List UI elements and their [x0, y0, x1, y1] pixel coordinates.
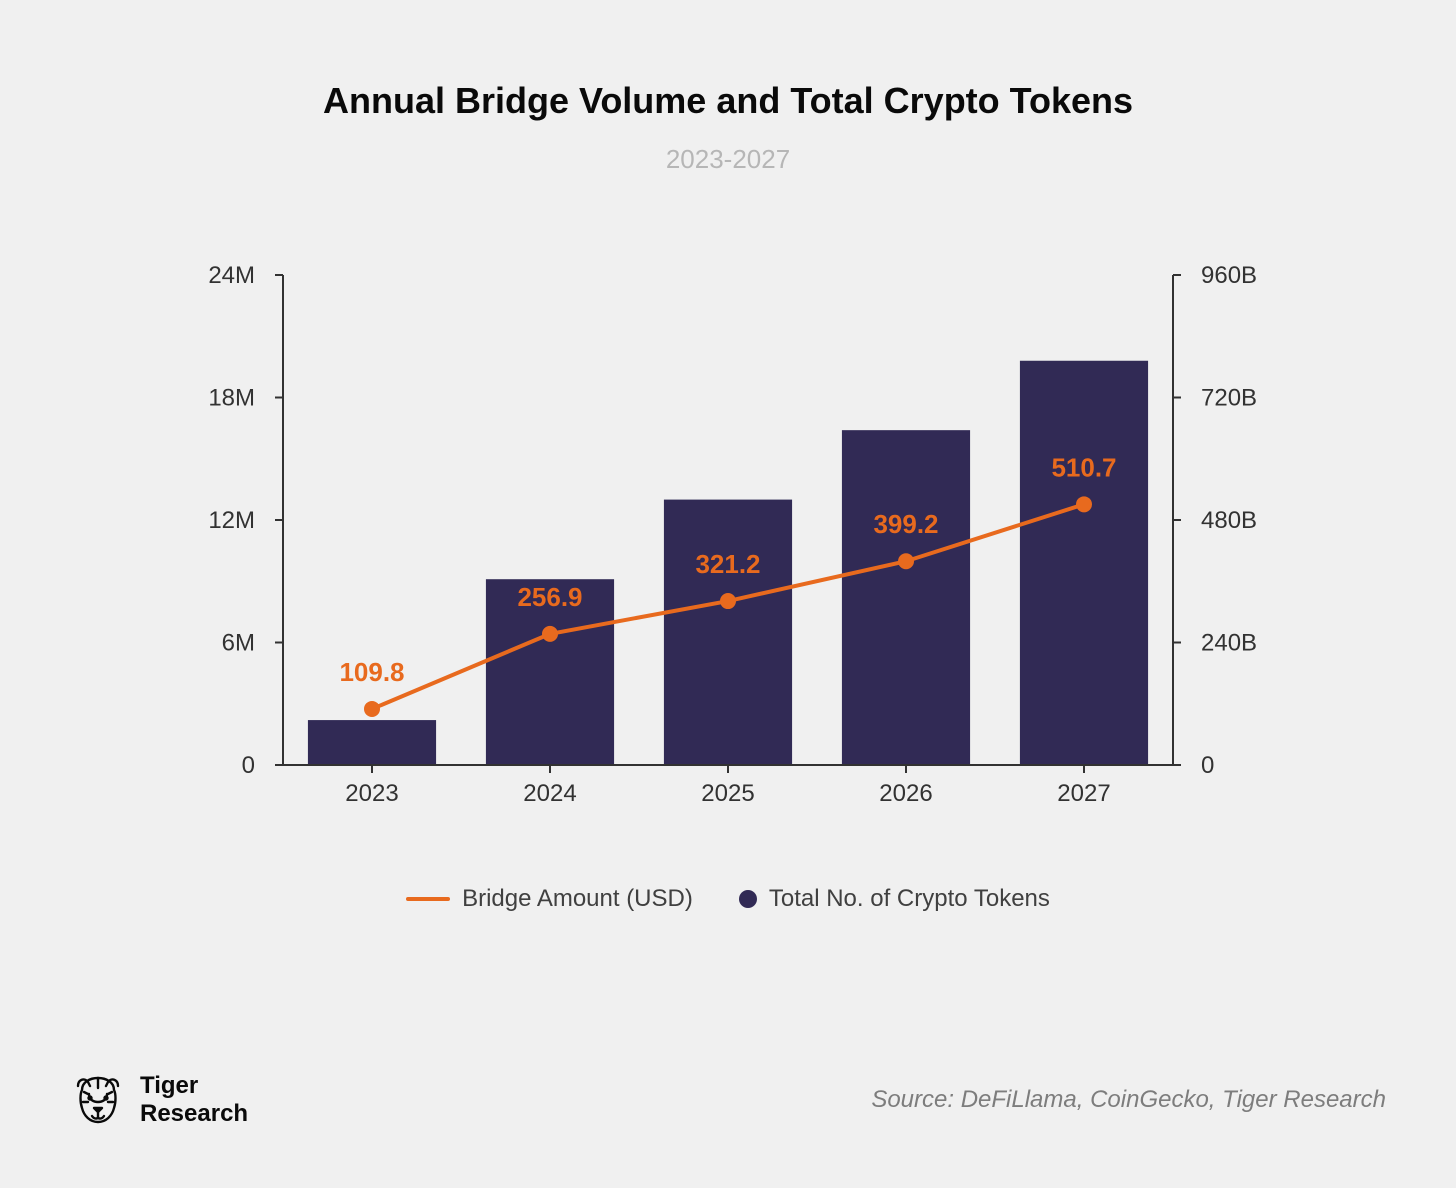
line-value-label: 109.8	[339, 657, 404, 687]
line-marker	[364, 701, 380, 717]
logo-text: Tiger Research	[140, 1072, 248, 1127]
line-value-label: 321.2	[695, 549, 760, 579]
chart-container: Annual Bridge Volume and Total Crypto To…	[0, 0, 1456, 1188]
legend-item-line: Bridge Amount (USD)	[406, 885, 693, 913]
y-left-tick: 12M	[208, 507, 255, 534]
line-marker	[542, 626, 558, 642]
x-tick: 2024	[523, 780, 576, 807]
line-value-label: 256.9	[517, 582, 582, 612]
logo-line1: Tiger	[140, 1072, 248, 1100]
legend-dot-label: Total No. of Crypto Tokens	[769, 885, 1050, 913]
bar	[308, 720, 436, 765]
page-title: Annual Bridge Volume and Total Crypto To…	[70, 80, 1386, 122]
logo: Tiger Research	[70, 1072, 248, 1128]
bar	[664, 500, 792, 765]
y-left-tick: 6M	[222, 630, 255, 657]
y-left-tick: 0	[242, 752, 255, 779]
source-text: Source: DeFiLlama, CoinGecko, Tiger Rese…	[871, 1086, 1386, 1114]
line-value-label: 399.2	[873, 509, 938, 539]
footer: Tiger Research Source: DeFiLlama, CoinGe…	[70, 1072, 1386, 1128]
x-tick: 2023	[345, 780, 398, 807]
y-right-tick: 960B	[1201, 265, 1257, 289]
subtitle: 2023-2027	[70, 144, 1386, 175]
chart-area: 0 6M 12M 18M 24M 0 240B 480B 720B 960B 2023 2024 202…	[70, 265, 1386, 845]
line-marker	[1076, 496, 1092, 512]
x-tick: 2027	[1057, 780, 1110, 807]
legend-item-bar: Total No. of Crypto Tokens	[739, 885, 1050, 913]
y-left-tick: 18M	[208, 385, 255, 412]
line-value-label: 510.7	[1051, 452, 1116, 482]
x-tick: 2026	[879, 780, 932, 807]
line-marker	[898, 553, 914, 569]
tiger-icon	[70, 1072, 126, 1128]
bar	[1020, 361, 1148, 765]
legend-dot-swatch	[739, 890, 757, 908]
bar	[842, 430, 970, 765]
y-right-tick: 480B	[1201, 507, 1257, 534]
y-right-tick: 0	[1201, 752, 1214, 779]
y-right-tick: 720B	[1201, 385, 1257, 412]
line-marker	[720, 593, 736, 609]
y-left-tick: 24M	[208, 265, 255, 289]
combo-chart-svg: 0 6M 12M 18M 24M 0 240B 480B 720B 960B 2023 2024 202…	[163, 265, 1293, 865]
legend-line-label: Bridge Amount (USD)	[462, 885, 693, 913]
logo-line2: Research	[140, 1100, 248, 1128]
y-right-tick: 240B	[1201, 630, 1257, 657]
legend: Bridge Amount (USD) Total No. of Crypto …	[70, 885, 1386, 913]
x-tick: 2025	[701, 780, 754, 807]
legend-line-swatch	[406, 897, 450, 901]
